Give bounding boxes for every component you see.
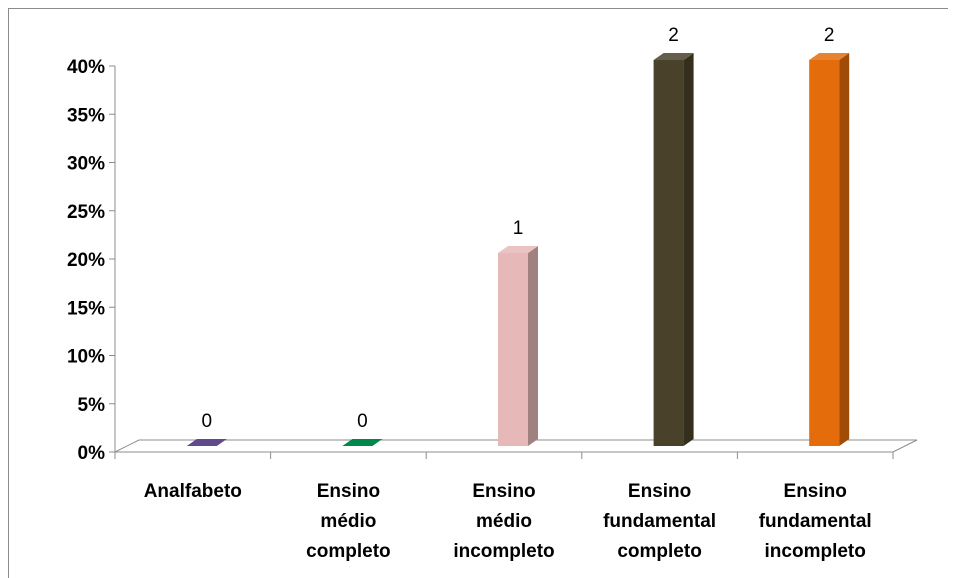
- y-tick-label: 25%: [67, 202, 105, 223]
- x-tick-label-line: fundamental: [759, 511, 872, 532]
- bar-top: [498, 246, 538, 253]
- x-tick-label-line: completo: [306, 541, 390, 562]
- x-tick-label-line: Analfabeto: [144, 481, 242, 502]
- x-tick-label-line: médio: [476, 511, 532, 532]
- x-tick-label: Analfabeto: [144, 481, 242, 502]
- data-label: 0: [202, 411, 213, 432]
- x-tick-label-line: médio: [320, 511, 376, 532]
- data-label: 1: [513, 218, 524, 239]
- x-tick-label-line: fundamental: [603, 511, 716, 532]
- x-tick-label-line: Ensino: [784, 481, 847, 502]
- bar-top: [653, 53, 694, 60]
- bar-side: [528, 246, 538, 446]
- x-tick-label: Ensino médio incompleto: [453, 481, 554, 562]
- x-tick-label: Ensino fundamental completo: [603, 481, 716, 562]
- data-label: 2: [824, 25, 835, 46]
- x-tick-label-line: completo: [617, 541, 701, 562]
- bar: [186, 439, 227, 446]
- x-tick-label-line: Ensino: [472, 481, 535, 502]
- bar-top: [809, 53, 850, 60]
- x-tick-label: Ensino médio completo: [306, 481, 390, 562]
- y-tick-label: 10%: [67, 347, 105, 368]
- bar: [809, 60, 840, 446]
- x-tick-label-line: incompleto: [453, 541, 554, 562]
- bar-side: [839, 53, 850, 446]
- chart-frame: [8, 8, 948, 578]
- y-tick-label: 5%: [78, 395, 106, 416]
- x-tick-label-line: Ensino: [317, 481, 380, 502]
- x-tick-label-line: Ensino: [628, 481, 691, 502]
- y-tick-label: 30%: [67, 154, 105, 175]
- y-tick-label: 40%: [67, 57, 105, 78]
- bar-side: [683, 53, 694, 446]
- x-tick-label: Ensino fundamental incompleto: [759, 481, 872, 562]
- x-tick-label-line: incompleto: [765, 541, 866, 562]
- bar: [653, 60, 684, 446]
- y-tick-label: 35%: [67, 105, 105, 126]
- y-tick-label: 20%: [67, 250, 105, 271]
- y-tick-label: 15%: [67, 298, 105, 319]
- bar: [342, 439, 383, 446]
- data-label: 2: [668, 25, 679, 46]
- chart-floor: [114, 439, 918, 453]
- bar: [498, 253, 528, 446]
- y-tick-label: 0%: [78, 443, 106, 464]
- data-label: 0: [357, 411, 368, 432]
